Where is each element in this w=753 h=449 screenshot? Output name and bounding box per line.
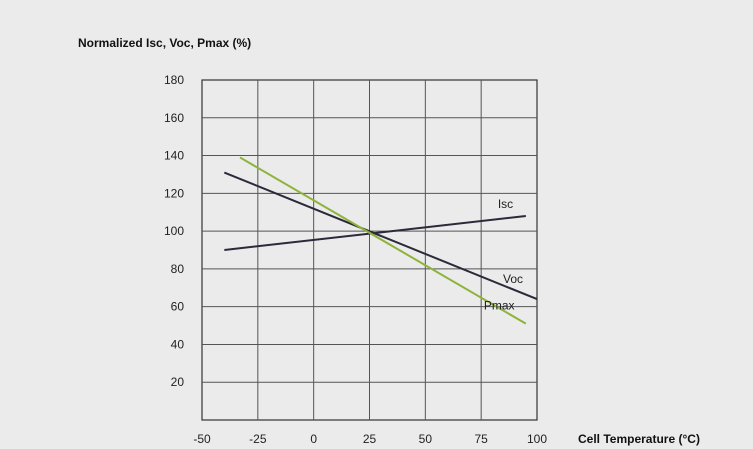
series-labels: Isc Voc Pmax bbox=[484, 197, 523, 313]
y-tick-label: 60 bbox=[171, 300, 185, 314]
x-axis-label: Cell Temperature (°C) bbox=[578, 432, 700, 446]
y-tick-label: 40 bbox=[171, 337, 185, 351]
series-label-isc: Isc bbox=[498, 197, 513, 211]
y-tick-label: 80 bbox=[171, 262, 185, 276]
y-ticks: 20 40 60 80 100 120 140 160 180 bbox=[164, 73, 184, 389]
series-line-voc bbox=[223, 171, 538, 301]
y-tick-label: 120 bbox=[164, 186, 184, 200]
y-tick-label: 20 bbox=[171, 375, 185, 389]
x-tick-label: -50 bbox=[193, 432, 211, 446]
x-tick-label: 50 bbox=[419, 432, 433, 446]
series-line-pmax bbox=[239, 156, 527, 325]
x-tick-label: 75 bbox=[474, 432, 488, 446]
y-tick-label: 180 bbox=[164, 73, 184, 87]
x-ticks: -50 -25 0 25 50 75 100 bbox=[193, 432, 547, 446]
series-label-pmax: Pmax bbox=[484, 299, 515, 313]
y-tick-label: 100 bbox=[164, 224, 184, 238]
series bbox=[223, 156, 538, 325]
x-tick-label: 100 bbox=[527, 432, 547, 446]
x-tick-label: 25 bbox=[363, 432, 377, 446]
y-tick-label: 160 bbox=[164, 111, 184, 125]
y-axis-label: Normalized Isc, Voc, Pmax (%) bbox=[78, 36, 251, 50]
series-label-voc: Voc bbox=[503, 272, 523, 286]
x-tick-label: 0 bbox=[310, 432, 317, 446]
grid bbox=[201, 79, 538, 421]
x-tick-label: -25 bbox=[249, 432, 267, 446]
y-tick-label: 140 bbox=[164, 149, 184, 163]
